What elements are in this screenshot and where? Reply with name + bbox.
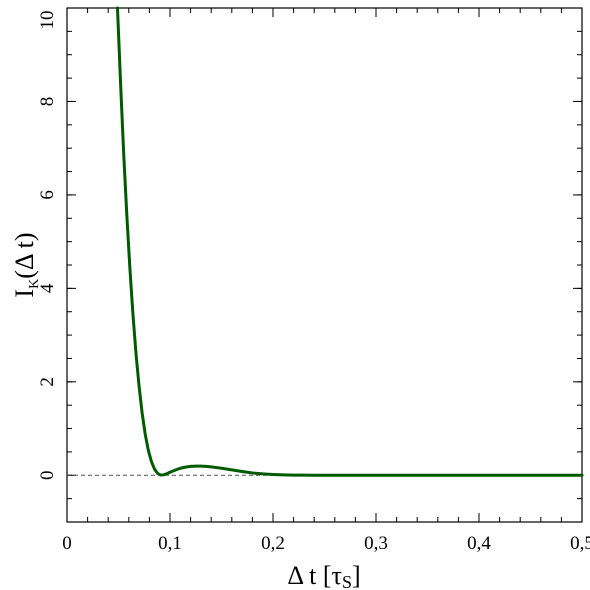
y-tick-label: 4 [37, 283, 58, 293]
x-tick-label: 0,1 [158, 533, 182, 554]
x-tick-label: 0,4 [467, 533, 491, 554]
series-line [115, 6, 584, 477]
y-tick-label: 10 [37, 11, 58, 30]
plot-frame [66, 7, 583, 523]
x-axis-title: Δ t [τS] [287, 561, 360, 590]
x-tick-label: 0,2 [261, 533, 285, 554]
x-tick-label: 0,5 [570, 533, 590, 554]
series-group [115, 6, 584, 477]
y-tick-label: 6 [37, 190, 58, 200]
y-tick-label: 2 [37, 377, 58, 387]
x-tick-label: 0,3 [364, 533, 388, 554]
x-tick-label: 0 [62, 533, 72, 554]
x-tick-labels: 0 0,1 0,2 0,3 0,4 0,5 [62, 533, 590, 554]
y-tick-label: 8 [37, 97, 58, 107]
y-axis-title: IK(Δ t) [10, 232, 42, 297]
y-tick-label: 0 [37, 471, 58, 481]
y-tick-labels: 0 2 4 6 8 10 [37, 11, 58, 481]
axis-ticks [66, 7, 583, 523]
